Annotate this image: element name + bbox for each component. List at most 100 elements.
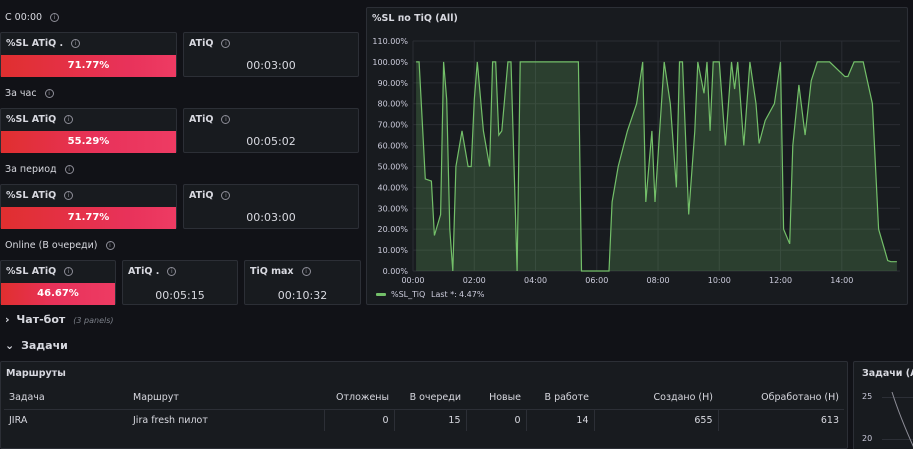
panel-title: ATiQ — [189, 190, 214, 201]
y-tick-label: 40.00% — [377, 183, 408, 192]
tiq-max-value: 00:10:32 — [277, 289, 328, 302]
routes-panel: Маршруты Задача Маршрут Отложены В очере… — [0, 361, 848, 449]
chevron-right-icon: › — [5, 313, 10, 326]
info-icon[interactable]: i — [71, 39, 81, 48]
grid-line — [882, 439, 913, 440]
sl-atiq-panel: %SL ATiQ i 71.77% — [0, 184, 177, 229]
column-header-created[interactable]: Создано (Н) — [594, 387, 718, 410]
atiq-panel: ATiQ . i 00:05:15 — [122, 260, 238, 305]
sl-atiq-panel: %SL ATiQ . i 71.77% — [0, 32, 177, 77]
column-header-processed[interactable]: Обработано (Н) — [718, 387, 844, 410]
cell-new: 0 — [465, 409, 526, 431]
column-header-route[interactable]: Маршрут — [128, 387, 324, 410]
y-tick-label: 90.00% — [377, 79, 408, 88]
cell-created: 655 — [593, 409, 718, 431]
atiq-panel: ATiQ i 00:05:02 — [183, 108, 359, 153]
atiq-panel: ATiQ i 00:03:00 — [183, 184, 359, 229]
column-header-in-progress[interactable]: В работе — [526, 387, 594, 410]
row-chatbot[interactable]: › Чат-бот (3 panels) — [5, 313, 114, 326]
column-header-task[interactable]: Задача — [4, 387, 128, 410]
panel-title: %SL ATiQ — [6, 114, 57, 125]
info-icon[interactable]: i — [50, 13, 60, 22]
x-tick-label: 06:00 — [585, 276, 608, 285]
partial-series-line — [891, 392, 913, 447]
row-label-period: За период i — [5, 164, 74, 175]
legend-last-label: Last *: — [431, 290, 457, 299]
y-tick-label: 30.00% — [377, 204, 408, 213]
chart-title: %SL по TiQ (All) — [372, 13, 458, 24]
sl-tiq-chart-panel: %SL по TiQ (All) 0.00% 10.00% 20.00% 30.00%… — [366, 7, 908, 305]
x-tick-label: 04:00 — [524, 276, 547, 285]
sl-tiq-chart: 0.00% 10.00% 20.00% 30.00% 40.00% 50.00% 60.00… — [372, 37, 900, 299]
info-icon[interactable]: i — [221, 191, 231, 200]
y-tick-label: 70.00% — [377, 121, 408, 130]
cell-queued: 15 — [393, 409, 466, 431]
info-icon[interactable]: i — [64, 267, 74, 276]
table-row: JIRA Jira fresh пилот 0 15 0 14 655 613 — [4, 409, 844, 431]
atiq-value: 00:05:15 — [155, 289, 205, 302]
y-tick-label: 100.00% — [372, 58, 408, 67]
panel-title: ATiQ . — [128, 266, 160, 277]
y-tick-label: 60.00% — [377, 142, 408, 151]
legend-series-name: %SL_TiQ — [391, 290, 425, 299]
panel-title: Задачи (All) — [862, 368, 913, 379]
info-icon[interactable]: i — [221, 115, 231, 124]
y-tick-label: 20.00% — [377, 225, 408, 234]
atiq-panel: ATiQ i 00:03:00 — [183, 32, 359, 77]
x-tick-label: 12:00 — [769, 276, 792, 285]
y-tick-label: 0.00% — [383, 267, 409, 276]
y-tick-label: 20 — [862, 434, 873, 443]
info-icon[interactable]: i — [105, 241, 115, 250]
cell-postponed: 0 — [323, 409, 394, 431]
info-icon[interactable]: i — [44, 89, 54, 98]
y-tick-label: 25 — [862, 392, 873, 401]
y-tick-label: 110.00% — [372, 37, 408, 46]
cell-in-progress: 14 — [525, 409, 594, 431]
column-header-new[interactable]: Новые — [466, 387, 526, 410]
info-icon[interactable]: i — [64, 115, 74, 124]
panel-title: TiQ max — [250, 266, 294, 277]
panel-title: ATiQ — [189, 38, 214, 49]
info-icon[interactable]: i — [301, 267, 311, 276]
info-icon[interactable]: i — [64, 165, 74, 174]
row-title: Задачи — [21, 339, 68, 352]
sl-atiq-panel: %SL ATiQ i 46.67% — [0, 260, 116, 305]
panel-title: %SL ATiQ — [6, 266, 57, 277]
column-header-postponed[interactable]: Отложены — [324, 387, 394, 410]
cell-route: Jira fresh пилот — [133, 414, 208, 426]
x-tick-label: 02:00 — [463, 276, 486, 285]
series-line — [416, 61, 897, 272]
y-tick-label: 80.00% — [377, 100, 408, 109]
chevron-down-icon: ⌄ — [5, 339, 15, 352]
sl-bar: 55.29% — [1, 131, 176, 153]
x-tick-label: 08:00 — [647, 276, 670, 285]
panel-title: Маршруты — [6, 368, 66, 379]
column-header-queued[interactable]: В очереди — [394, 387, 466, 410]
y-tick-label: 50.00% — [377, 162, 408, 171]
routes-table: Задача Маршрут Отложены В очереди Новые … — [4, 387, 844, 431]
legend-swatch — [376, 293, 386, 296]
atiq-value: 00:03:00 — [246, 59, 296, 72]
panel-title: %SL ATiQ . — [6, 38, 64, 49]
row-title: Чат-бот — [16, 313, 66, 326]
sl-bar: 46.67% — [1, 283, 115, 305]
row-tasks[interactable]: ⌄ Задачи — [5, 339, 68, 352]
sl-bar: 71.77% — [1, 207, 176, 229]
panel-title: ATiQ — [189, 114, 214, 125]
grid-line — [882, 397, 913, 398]
panel-title: %SL ATiQ — [6, 190, 57, 201]
cell-task: JIRA — [9, 414, 28, 426]
info-icon[interactable]: i — [221, 39, 231, 48]
x-tick-label: 00:00 — [401, 276, 424, 285]
cell-processed: 613 — [717, 409, 844, 431]
x-tick-label: 10:00 — [708, 276, 731, 285]
info-icon[interactable]: i — [64, 191, 74, 200]
info-icon[interactable]: i — [167, 267, 177, 276]
row-label-last-hour: За час i — [5, 88, 54, 99]
sl-atiq-panel: %SL ATiQ i 55.29% — [0, 108, 177, 153]
atiq-value: 00:03:00 — [246, 211, 296, 224]
row-label-since-midnight: С 00:00 i — [5, 12, 60, 23]
legend-last-value: 4.47% — [459, 290, 485, 299]
series-area — [416, 61, 897, 272]
table-header-row: Задача Маршрут Отложены В очереди Новые … — [4, 387, 844, 410]
